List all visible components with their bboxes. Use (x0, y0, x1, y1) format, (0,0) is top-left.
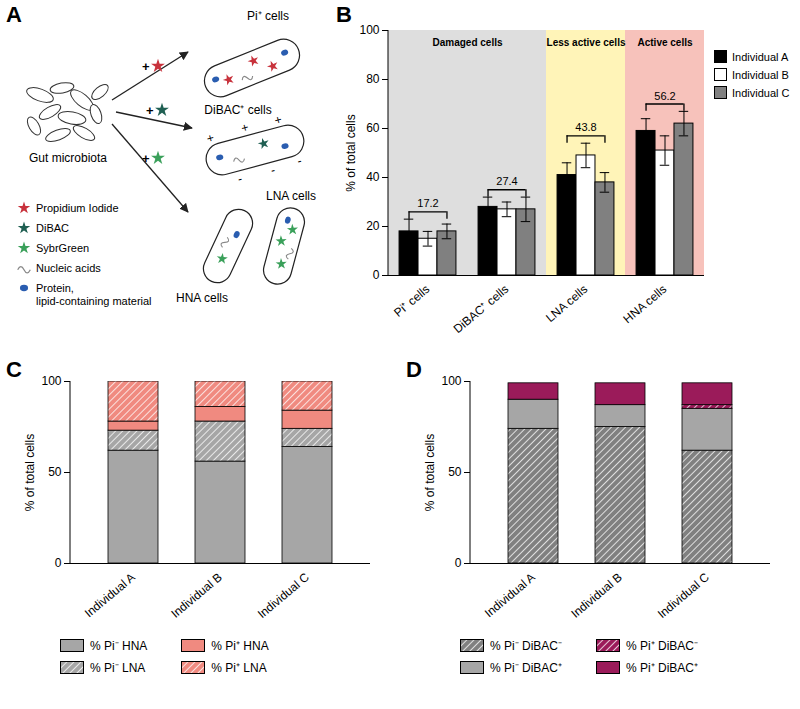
svg-text:20: 20 (366, 219, 380, 233)
svg-text:Active cells: Active cells (637, 37, 692, 48)
html-text:C: C (6, 357, 22, 382)
svg-text:Pi⁺ cells: Pi⁺ cells (391, 282, 432, 320)
svg-text:HNA cells: HNA cells (176, 291, 228, 305)
svg-text:17.2: 17.2 (417, 197, 438, 209)
svg-text:Individual C: Individual C (255, 570, 312, 621)
html-text:Individual C: Individual C (732, 86, 790, 99)
html-text:Individual A: Individual A (732, 50, 789, 63)
svg-text:+: + (142, 59, 150, 74)
svg-text:-: - (269, 163, 276, 178)
svg-text:0: 0 (455, 556, 462, 570)
svg-text:Nucleic acids: Nucleic acids (36, 262, 101, 274)
svg-text:Damaged cells: Damaged cells (432, 37, 502, 48)
svg-text:+: + (146, 103, 154, 118)
svg-text:% of total cells: % of total cells (423, 434, 437, 511)
html-text:% Pi⁺ DiBAC⁻: % Pi⁺ DiBAC⁻ (626, 639, 698, 653)
html-text:% Pi⁻ LNA: % Pi⁻ LNA (90, 661, 146, 675)
svg-text:0: 0 (55, 556, 62, 570)
svg-text:+: + (142, 151, 150, 166)
svg-text:100: 100 (359, 23, 379, 37)
html-text:% Pi⁻ DiBAC⁺: % Pi⁻ DiBAC⁺ (490, 661, 562, 675)
svg-text:Individual C: Individual C (655, 570, 712, 621)
svg-text:Less active cells: Less active cells (547, 37, 626, 48)
svg-text:Propidium Iodide: Propidium Iodide (36, 202, 119, 214)
svg-text:DiBAC⁺ cells: DiBAC⁺ cells (204, 103, 271, 117)
html-text:% Pi⁻ HNA: % Pi⁻ HNA (90, 639, 148, 653)
svg-text:Individual B: Individual B (568, 570, 625, 621)
svg-text:Individual A: Individual A (482, 570, 538, 620)
html-text:D: D (406, 357, 422, 382)
svg-text:DiBAC: DiBAC (36, 222, 69, 234)
svg-text:40: 40 (366, 170, 380, 184)
html-text:% Pi⁺ LNA: % Pi⁺ LNA (211, 661, 267, 675)
svg-text:+: + (240, 120, 250, 135)
svg-text:Protein,lipid-containing mater: Protein,lipid-containing material (36, 282, 152, 307)
svg-text:+: + (205, 130, 215, 145)
svg-text:+: + (273, 112, 283, 127)
svg-text:% of total cells: % of total cells (23, 434, 37, 511)
svg-text:% of total cells: % of total cells (344, 114, 358, 191)
svg-text:HNA cells: HNA cells (621, 282, 670, 326)
html-text:A: A (6, 2, 22, 27)
svg-text:DiBAC⁺ cells: DiBAC⁺ cells (451, 282, 512, 336)
svg-text:100: 100 (41, 374, 61, 388)
svg-text:27.4: 27.4 (496, 175, 517, 187)
svg-text:80: 80 (366, 72, 380, 86)
svg-text:0: 0 (373, 268, 380, 282)
svg-text:-: - (236, 172, 243, 187)
svg-text:Pi⁺ cells: Pi⁺ cells (247, 9, 289, 23)
svg-text:43.8: 43.8 (575, 121, 596, 133)
svg-text:50: 50 (48, 465, 62, 479)
svg-text:50: 50 (448, 465, 462, 479)
svg-text:60: 60 (366, 121, 380, 135)
svg-text:LNA cells: LNA cells (266, 189, 316, 203)
html-text:B: B (336, 2, 352, 27)
html-text:% Pi⁺ HNA: % Pi⁺ HNA (211, 639, 269, 653)
svg-text:Individual B: Individual B (168, 570, 225, 621)
svg-text:56.2: 56.2 (654, 90, 675, 102)
html-text:Individual B: Individual B (732, 68, 789, 81)
svg-text:LNA cells: LNA cells (543, 282, 590, 325)
svg-text:Gut microbiota: Gut microbiota (29, 151, 107, 165)
html-text:% Pi⁺ DiBAC⁺: % Pi⁺ DiBAC⁺ (626, 661, 698, 675)
svg-text:-: - (296, 154, 303, 169)
svg-text:100: 100 (441, 374, 461, 388)
svg-text:Individual A: Individual A (82, 570, 138, 620)
svg-text:SybrGreen: SybrGreen (36, 242, 89, 254)
html-text:% Pi⁻ DiBAC⁻: % Pi⁻ DiBAC⁻ (490, 639, 562, 653)
